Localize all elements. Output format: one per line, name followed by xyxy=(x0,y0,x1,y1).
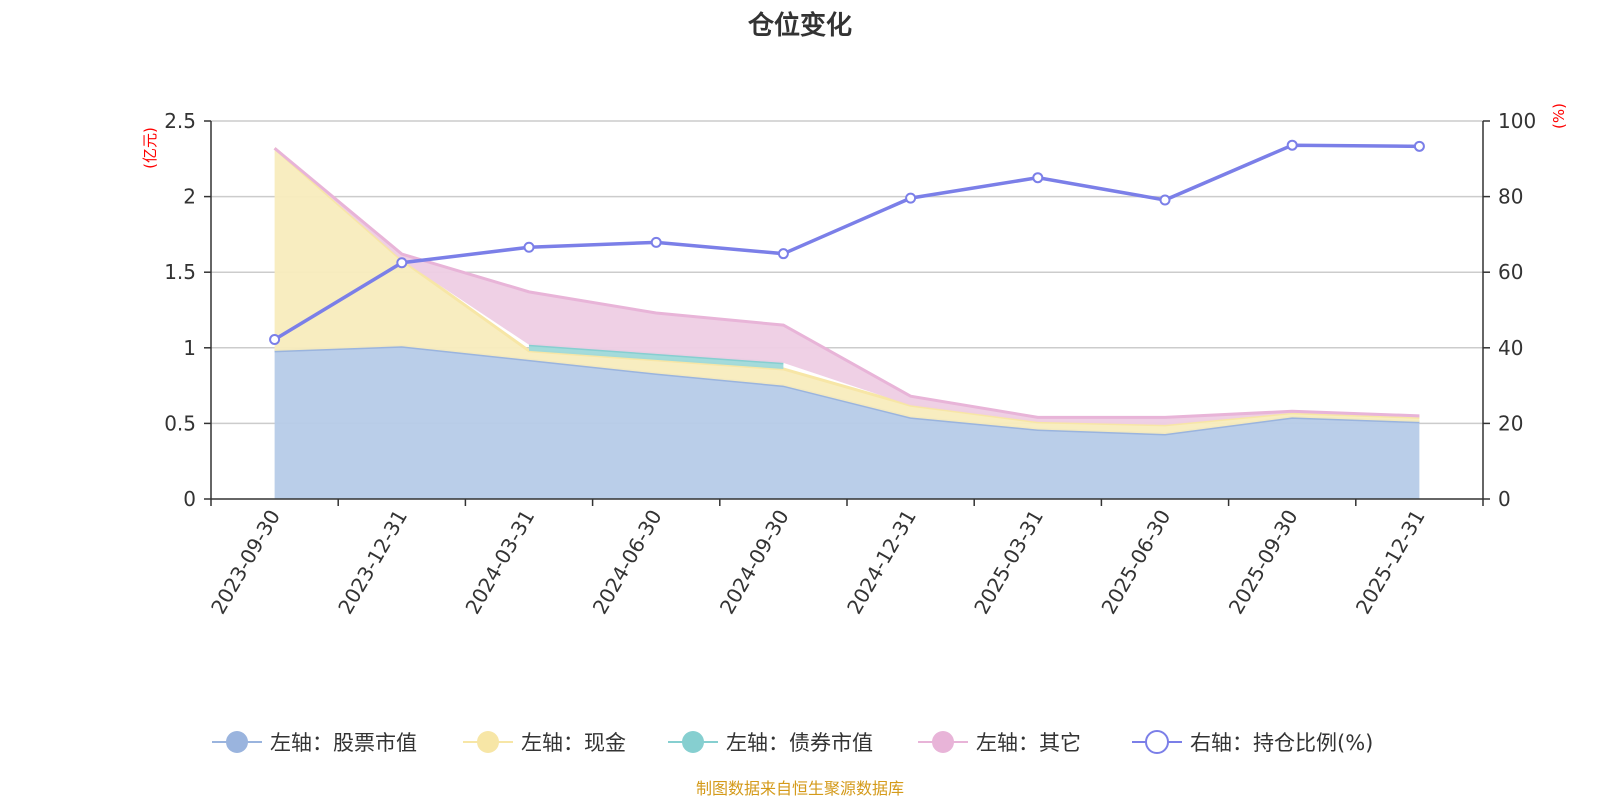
left-axis-unit: (亿元) xyxy=(141,127,159,169)
legend-item[interactable]: 左轴：现金 xyxy=(463,731,626,755)
area-fill-series-0 xyxy=(274,346,1420,499)
position-ratio-point xyxy=(777,248,789,260)
x-tick-label: 2025-03-31 xyxy=(969,506,1048,619)
left-tick-label: 2 xyxy=(183,185,196,209)
legend-item[interactable]: 左轴：股票市值 xyxy=(212,731,417,755)
source-note: 制图数据来自恒生聚源数据库 xyxy=(696,779,904,798)
x-tick-label: 2025-09-30 xyxy=(1224,506,1303,619)
legend-marker-icon xyxy=(1145,730,1169,754)
chart-title: 仓位变化 xyxy=(747,10,852,41)
legend-item[interactable]: 左轴：其它 xyxy=(918,731,1081,755)
right-tick-label: 60 xyxy=(1498,260,1523,284)
position-ratio-point xyxy=(650,236,662,248)
area-edge-series-1 xyxy=(273,147,1420,427)
position-ratio-point xyxy=(1159,194,1171,206)
x-tick-label: 2024-06-30 xyxy=(588,506,667,619)
legend: 左轴：股票市值 左轴：现金 左轴：债券市值 左轴：其它 右轴：持仓比例(%) xyxy=(212,730,1373,755)
position-ratio-line xyxy=(269,139,1425,345)
area-edge-series-3 xyxy=(273,147,1420,419)
x-tick-label: 2025-06-30 xyxy=(1096,506,1175,619)
position-ratio-point xyxy=(396,257,408,269)
right-tick-label: 100 xyxy=(1498,109,1536,133)
legend-item[interactable]: 左轴：债券市值 xyxy=(668,731,873,755)
x-tick-label: 2024-09-30 xyxy=(715,506,794,619)
position-ratio-point xyxy=(905,192,917,204)
position-ratio-path xyxy=(273,143,1420,341)
right-axis-unit: (%) xyxy=(1550,103,1568,129)
legend-label: 左轴：股票市值 xyxy=(270,731,417,755)
x-tick-label: 2024-12-31 xyxy=(842,506,921,619)
left-tick-label: 1.5 xyxy=(164,260,196,284)
legend-label: 左轴：现金 xyxy=(521,731,626,755)
area-fill-series-1 xyxy=(274,148,1420,434)
x-tick-label: 2024-03-31 xyxy=(460,506,539,619)
left-tick-label: 0.5 xyxy=(164,411,196,435)
legend-marker-icon xyxy=(226,731,248,753)
right-tick-label: 0 xyxy=(1498,487,1511,511)
area-fill-series-2 xyxy=(529,344,784,369)
left-tick-label: 1 xyxy=(183,336,196,360)
x-tick-label: 2023-12-31 xyxy=(333,506,412,619)
position-ratio-point xyxy=(1032,172,1044,184)
legend-label: 左轴：债券市值 xyxy=(726,731,873,755)
legend-marker-icon xyxy=(932,731,954,753)
right-tick-label: 40 xyxy=(1498,336,1523,360)
legend-label: 左轴：其它 xyxy=(976,731,1081,755)
right-tick-label: 20 xyxy=(1498,411,1523,435)
left-tick-label: 2.5 xyxy=(164,109,196,133)
left-tick-label: 0 xyxy=(183,487,196,511)
area-fill-series-3 xyxy=(274,148,1420,425)
legend-label: 右轴：持仓比例(%) xyxy=(1190,731,1373,755)
x-tick-label: 2023-09-30 xyxy=(206,506,285,619)
legend-item[interactable]: 右轴：持仓比例(%) xyxy=(1132,730,1373,755)
position-ratio-point xyxy=(1413,140,1425,152)
area-series xyxy=(273,147,1420,499)
right-tick-label: 80 xyxy=(1498,185,1523,209)
x-tick-label: 2025-12-31 xyxy=(1351,506,1430,619)
legend-marker-icon xyxy=(682,731,704,753)
position-ratio-point xyxy=(269,333,281,345)
legend-marker-icon xyxy=(477,731,499,753)
position-ratio-point xyxy=(523,241,535,253)
position-ratio-point xyxy=(1286,139,1298,151)
